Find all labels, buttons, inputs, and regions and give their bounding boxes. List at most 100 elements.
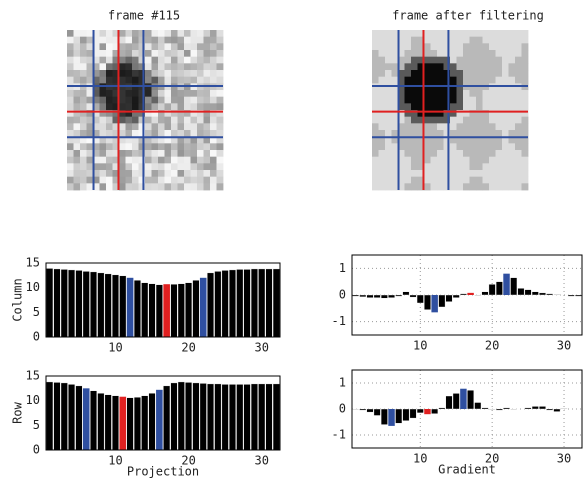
pixel	[171, 90, 178, 97]
pixel	[210, 177, 217, 184]
pixel	[483, 157, 490, 164]
bar	[403, 292, 409, 295]
y-tick-label: -1	[332, 428, 346, 442]
pixel	[191, 63, 198, 70]
bar	[467, 293, 473, 295]
pixel	[210, 77, 217, 84]
pixel	[191, 50, 198, 57]
pixel	[509, 43, 516, 50]
pixel	[132, 183, 139, 190]
pixel	[204, 50, 211, 57]
pixel	[522, 163, 529, 170]
pixel	[392, 157, 399, 164]
pixel	[217, 77, 224, 84]
pixel	[463, 130, 470, 137]
pixel	[171, 157, 178, 164]
pixel	[405, 170, 412, 177]
bar	[207, 384, 214, 450]
pixel	[502, 77, 509, 84]
pixel	[106, 90, 113, 97]
pixel	[372, 123, 379, 130]
pixel	[165, 123, 172, 130]
bar	[467, 390, 473, 409]
bar	[236, 384, 243, 450]
pixel	[152, 157, 159, 164]
pixel	[80, 163, 87, 170]
bar	[258, 384, 265, 450]
pixel	[132, 37, 139, 44]
pixel	[184, 97, 191, 104]
pixel	[158, 143, 165, 150]
pixel	[424, 97, 431, 104]
pixel	[424, 163, 431, 170]
pixel	[132, 50, 139, 57]
pixel	[431, 130, 438, 137]
pixel	[171, 143, 178, 150]
pixel	[145, 123, 152, 130]
y-tick-label: 0	[33, 330, 40, 344]
pixel	[496, 183, 503, 190]
pixel	[178, 90, 185, 97]
pixel	[87, 183, 94, 190]
pixel	[132, 43, 139, 50]
y-tick-label: 15	[26, 256, 40, 270]
pixel	[184, 117, 191, 124]
pixel	[152, 163, 159, 170]
pixel	[379, 150, 386, 157]
bar	[496, 282, 502, 295]
pixel	[210, 97, 217, 104]
pixel	[515, 150, 522, 157]
pixel	[470, 170, 477, 177]
pixel	[67, 57, 74, 64]
pixel	[424, 50, 431, 57]
bar	[561, 408, 567, 409]
pixel	[74, 143, 81, 150]
pixel	[132, 163, 139, 170]
bar	[496, 409, 502, 410]
bar	[266, 384, 273, 450]
pixel	[171, 117, 178, 124]
bar	[207, 273, 214, 337]
pixel	[67, 30, 74, 37]
pixel	[106, 130, 113, 137]
pixel	[411, 177, 418, 184]
pixel	[184, 103, 191, 110]
pixel	[165, 143, 172, 150]
bar	[453, 393, 459, 409]
pixel	[489, 183, 496, 190]
pixel	[405, 183, 412, 190]
pixel	[437, 70, 444, 77]
pixel	[80, 37, 87, 44]
pixel	[158, 97, 165, 104]
bar	[554, 294, 560, 295]
pixel	[392, 150, 399, 157]
pixel	[204, 43, 211, 50]
pixel	[132, 123, 139, 130]
pixel	[171, 57, 178, 64]
pixel	[126, 70, 133, 77]
pixel	[372, 90, 379, 97]
pixel	[522, 177, 529, 184]
pixel	[119, 43, 126, 50]
pixel	[145, 117, 152, 124]
pixel	[67, 177, 74, 184]
pixel	[145, 130, 152, 137]
pixel	[126, 90, 133, 97]
pixel	[470, 163, 477, 170]
pixel	[470, 117, 477, 124]
pixel	[178, 43, 185, 50]
x-tick-label: 30	[557, 452, 571, 466]
pixel	[145, 70, 152, 77]
pixel	[405, 163, 412, 170]
pixel	[74, 177, 81, 184]
pixel	[424, 30, 431, 37]
pixel	[106, 150, 113, 157]
pixel	[87, 57, 94, 64]
pixel	[379, 77, 386, 84]
pixel	[509, 163, 516, 170]
pixel	[132, 117, 139, 124]
pixel	[372, 97, 379, 104]
pixel	[217, 157, 224, 164]
pixel	[119, 97, 126, 104]
pixel	[463, 163, 470, 170]
